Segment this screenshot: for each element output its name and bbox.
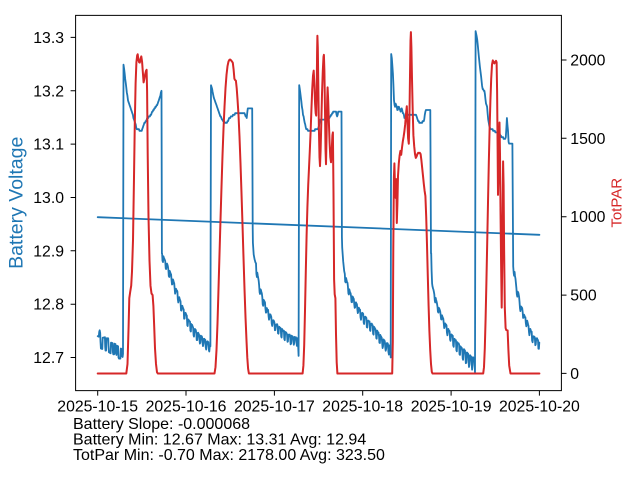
svg-text:2025-10-18: 2025-10-18 [322,399,403,416]
svg-text:12.9: 12.9 [33,243,64,260]
svg-text:2025-10-20: 2025-10-20 [499,399,580,416]
svg-text:0: 0 [570,366,579,383]
svg-text:2025-10-16: 2025-10-16 [146,399,227,416]
svg-text:13.2: 13.2 [33,83,64,100]
svg-text:13.3: 13.3 [33,30,64,47]
svg-text:2025-10-17: 2025-10-17 [234,399,315,416]
svg-text:13.1: 13.1 [33,137,64,154]
svg-text:2025-10-15: 2025-10-15 [57,399,138,416]
svg-text:2000: 2000 [570,53,605,70]
svg-text:12.8: 12.8 [33,297,64,314]
svg-text:12.7: 12.7 [33,350,64,367]
svg-text:TotPAR: TotPAR [609,178,626,228]
svg-text:500: 500 [570,288,597,305]
svg-text:TotPar Min: -0.70 Max: 2178.00: TotPar Min: -0.70 Max: 2178.00 Avg: 323.… [73,447,385,464]
svg-text:2025-10-19: 2025-10-19 [411,399,492,416]
svg-text:1500: 1500 [570,131,605,148]
svg-text:13.0: 13.0 [33,190,64,207]
svg-text:Battery Slope: -0.000068: Battery Slope: -0.000068 [73,416,250,433]
svg-text:Battery Voltage: Battery Voltage [5,137,27,269]
svg-text:1000: 1000 [570,209,605,226]
svg-text:Battery Min: 12.67 Max: 13.31: Battery Min: 12.67 Max: 13.31 Avg: 12.94 [73,432,366,449]
